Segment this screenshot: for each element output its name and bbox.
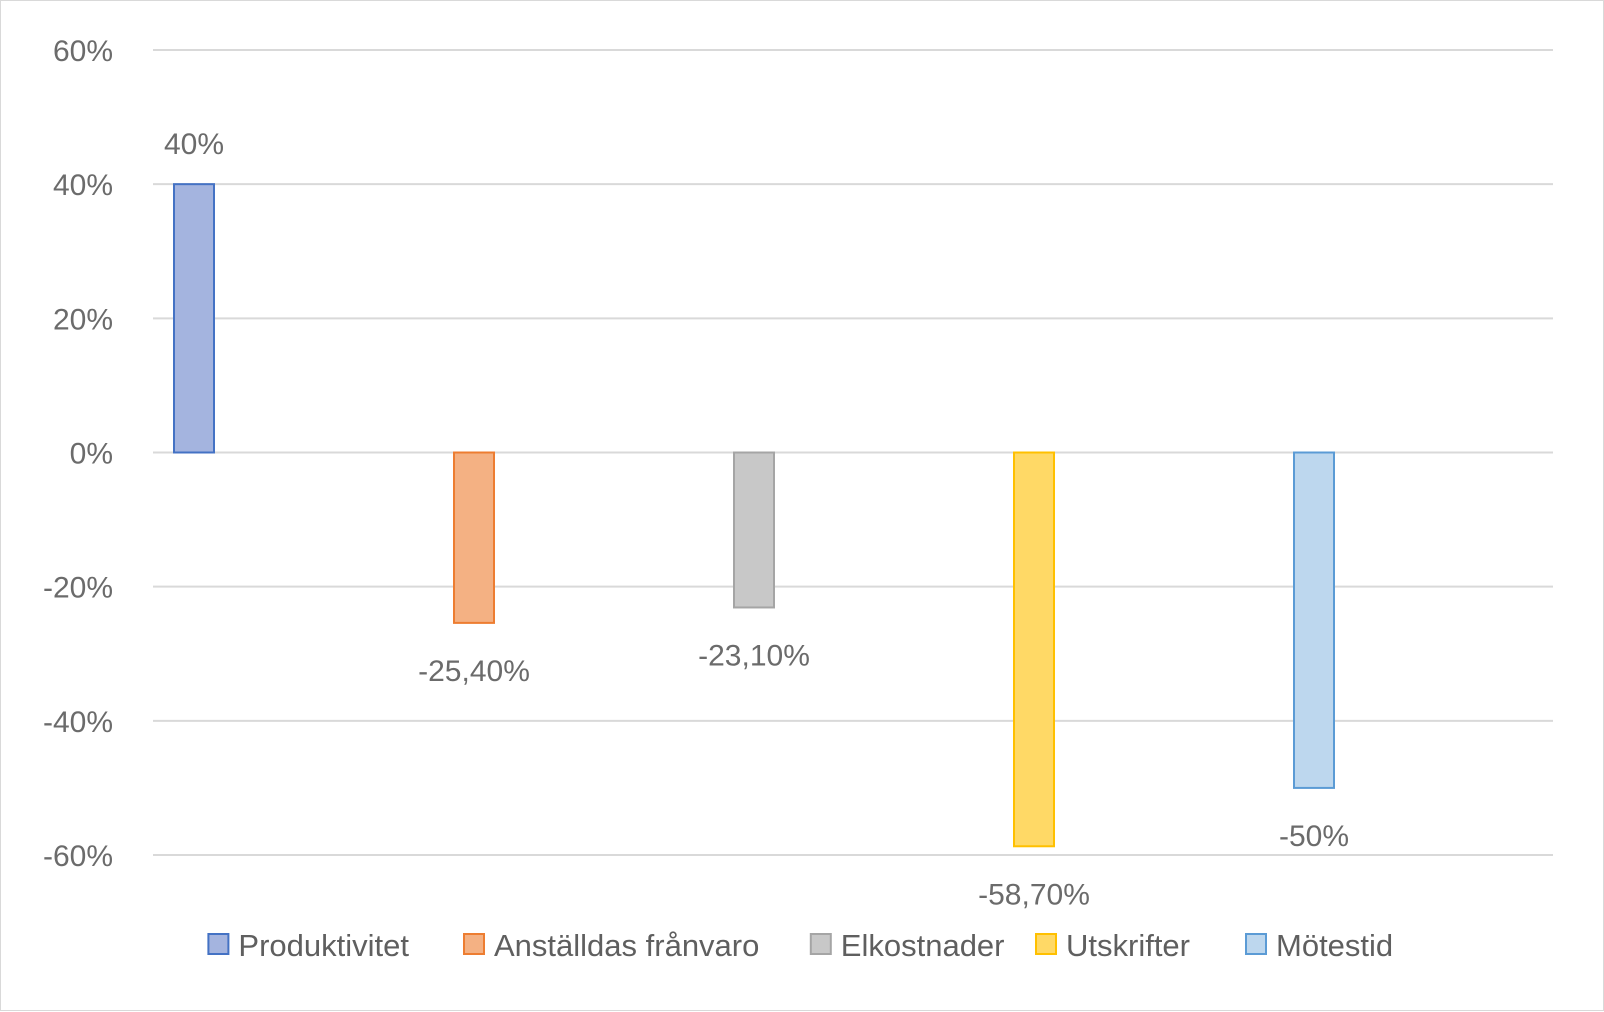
legend-label: Elkostnader — [841, 928, 1005, 963]
legend: Produktivitet Anställdas frånvaro Elkostna… — [207, 928, 1393, 963]
legend-label: Produktivitet — [238, 928, 409, 963]
data-label: -58,70% — [978, 878, 1090, 911]
y-tick-label: 40% — [53, 169, 113, 202]
legend-swatch — [1035, 933, 1057, 955]
bars — [173, 183, 1335, 848]
data-label: -23,10% — [698, 639, 810, 672]
bar-elkostnader — [733, 451, 775, 609]
bar-produktivitet — [173, 183, 215, 454]
data-label: -25,40% — [418, 655, 530, 688]
y-axis-tick-labels: 60% 40% 20% 0% -20% -40% -60% — [43, 35, 113, 873]
y-tick-label: 0% — [70, 438, 113, 471]
legend-item: Produktivitet — [207, 928, 409, 963]
data-labels: 40% -25,40% -23,10% -58,70% -50% — [164, 128, 1349, 911]
legend-label: Anställdas frånvaro — [494, 928, 759, 963]
data-label: 40% — [164, 128, 224, 161]
legend-item: Mötestid — [1245, 928, 1393, 963]
bar-mötestid — [1293, 451, 1335, 789]
legend-label: Mötestid — [1276, 928, 1393, 963]
legend-swatch — [463, 933, 485, 955]
legend-swatch — [207, 933, 230, 955]
legend-item: Anställdas frånvaro — [463, 928, 759, 963]
gridlines — [153, 49, 1553, 856]
bar-anställdas-frånvaro — [453, 451, 495, 624]
y-tick-label: -40% — [43, 706, 113, 739]
data-label: -50% — [1279, 820, 1349, 853]
y-tick-label: -20% — [43, 572, 113, 605]
legend-swatch — [809, 933, 832, 955]
y-tick-label: 60% — [53, 35, 113, 68]
legend-swatch — [1245, 933, 1267, 955]
bar-utskrifter — [1013, 451, 1055, 848]
legend-item: Elkostnader — [809, 928, 1005, 963]
legend-item: Utskrifter — [1035, 928, 1190, 963]
legend-label: Utskrifter — [1066, 928, 1190, 963]
y-tick-label: -60% — [43, 840, 113, 873]
y-tick-label: 20% — [53, 303, 113, 336]
